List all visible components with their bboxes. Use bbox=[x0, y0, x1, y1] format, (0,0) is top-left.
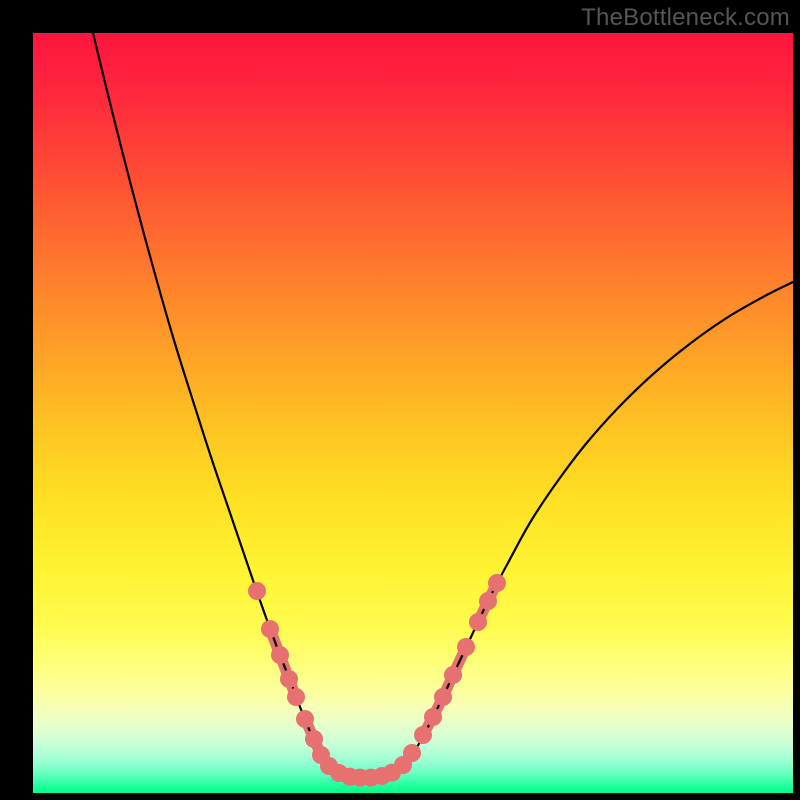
marker-dot bbox=[479, 592, 497, 610]
marker-dot bbox=[414, 726, 432, 744]
marker-dot bbox=[296, 710, 314, 728]
marker-dot bbox=[403, 744, 421, 762]
marker-dot bbox=[261, 620, 279, 638]
marker-dot bbox=[457, 638, 475, 656]
marker-dot bbox=[434, 688, 452, 706]
chart-canvas: TheBottleneck.com bbox=[0, 0, 800, 800]
watermark-text: TheBottleneck.com bbox=[581, 4, 790, 32]
marker-dot bbox=[280, 670, 298, 688]
marker-dot bbox=[287, 688, 305, 706]
marker-dot bbox=[305, 730, 323, 748]
marker-dot bbox=[488, 574, 506, 592]
marker-dot bbox=[444, 666, 462, 684]
marker-dot bbox=[424, 708, 442, 726]
marker-dot bbox=[469, 613, 487, 631]
marker-dot bbox=[271, 646, 289, 664]
marker-dot bbox=[248, 582, 266, 600]
plot-svg bbox=[33, 33, 793, 793]
gradient-background bbox=[33, 33, 793, 793]
plot-area bbox=[33, 33, 793, 793]
